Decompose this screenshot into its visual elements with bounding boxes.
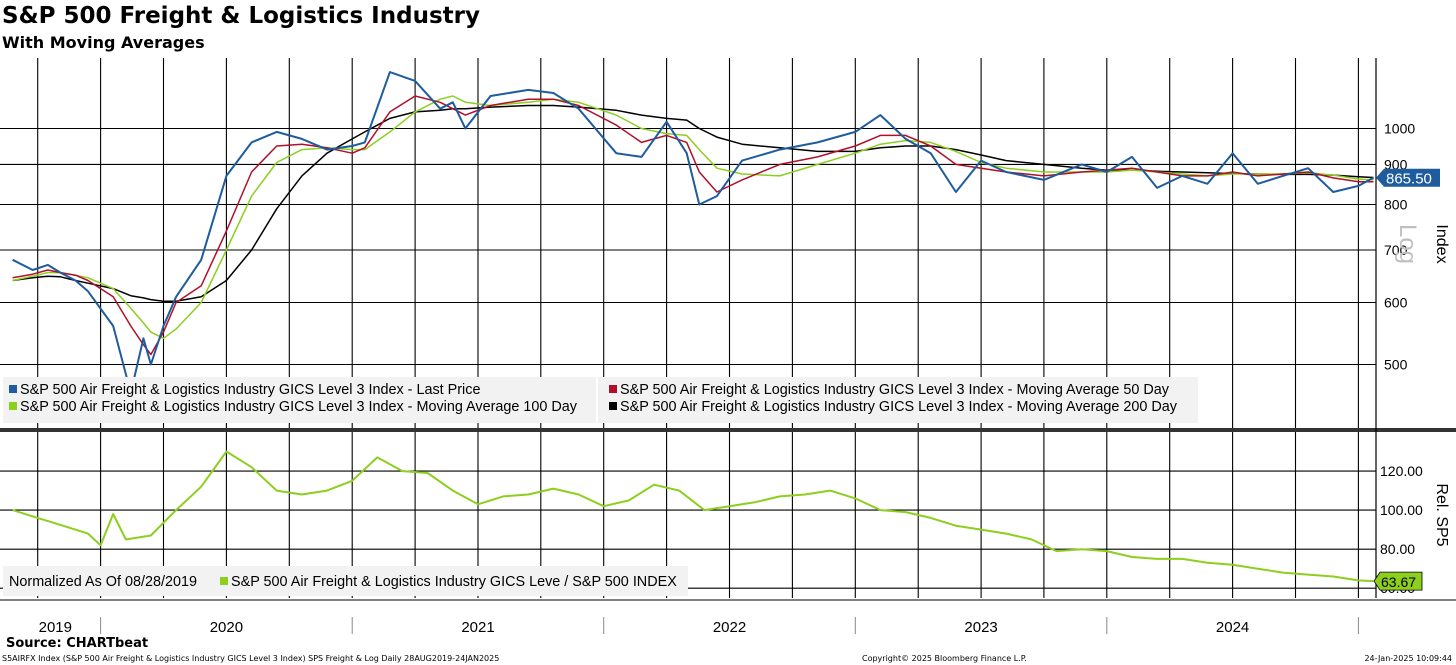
relative-callout-box: [1373, 571, 1423, 591]
scale-label: Log: [1394, 224, 1421, 264]
x-year-label: 2024: [1216, 619, 1249, 636]
y-tick-label-bottom: 120.00: [1380, 463, 1423, 479]
legend-box-right: [598, 377, 1198, 423]
y-tick-label-bottom: 80.00: [1380, 541, 1415, 557]
top-series-group: [12, 71, 1374, 394]
y-tick-label-top: 700: [1384, 242, 1408, 258]
legend-item-ma100: S&P 500 Air Freight & Logistics Industry…: [20, 399, 578, 415]
x-year-label: 2023: [964, 619, 997, 636]
y-tick-label-bottom: 100.00: [1380, 502, 1423, 518]
y-axis-title-top: Index: [1433, 224, 1450, 263]
legend-item-last-price-swatch: [9, 385, 17, 393]
bottom-grid: [0, 432, 1376, 598]
legend-layer: S&P 500 Air Freight & Logistics Industry…: [3, 377, 1198, 596]
y-tick-label-top: 1000: [1384, 121, 1415, 137]
x-year-label: 2019: [39, 619, 72, 636]
legend-item-ma50: S&P 500 Air Freight & Logistics Industry…: [620, 382, 1170, 398]
series-last-price: [12, 71, 1374, 394]
bottom-series-group: [12, 450, 1374, 583]
y-axis-title-bottom: Rel. SP5: [1433, 483, 1450, 546]
y-tick-label-top: 800: [1384, 197, 1408, 213]
legend-item-ma100-swatch: [9, 402, 17, 410]
y-tick-label-top: 600: [1384, 295, 1408, 311]
x-year-label: 2021: [461, 619, 494, 636]
legend-box-bottom: [3, 566, 688, 596]
normalized-label: Normalized As Of 08/28/2019: [9, 574, 197, 590]
relative-callout: 63.67: [1381, 574, 1416, 590]
source-label: Source: CHARTbeat: [6, 636, 149, 651]
series-relative: [12, 450, 1374, 583]
footer-copyright: Copyright© 2025 Bloomberg Finance L.P.: [862, 654, 1027, 663]
y-tick-label-top: 500: [1384, 357, 1408, 373]
legend-box-left: [3, 377, 596, 423]
legend-item-relative-swatch: [220, 577, 228, 585]
panel-separator: [0, 428, 1456, 432]
legend-item-ma50-swatch: [609, 385, 617, 393]
y-tick-label-top: 900: [1384, 156, 1408, 172]
footer-timestamp: 24-Jan-2025 10:09:44: [1364, 654, 1452, 663]
x-year-label: 2022: [713, 619, 746, 636]
chart-subtitle: With Moving Averages: [2, 33, 205, 52]
last-price-callout-box: [1376, 168, 1440, 187]
top-grid: [0, 58, 1456, 601]
chart-title: S&P 500 Freight & Logistics Industry: [2, 3, 480, 29]
x-year-label: 2020: [210, 619, 243, 636]
legend-item-ma200-swatch: [609, 402, 617, 410]
legend-item-last-price: S&P 500 Air Freight & Logistics Industry…: [20, 382, 480, 398]
legend-item-relative: S&P 500 Air Freight & Logistics Industry…: [231, 574, 677, 590]
axes-text: 500600700800900100060.0080.00100.00120.0…: [39, 121, 1450, 637]
legend-item-ma200: S&P 500 Air Freight & Logistics Industry…: [620, 399, 1178, 415]
last-price-callout: 865.50: [1386, 171, 1432, 188]
footer-index-info: S5AIRFX Index (S&P 500 Air Freight & Log…: [2, 654, 500, 663]
